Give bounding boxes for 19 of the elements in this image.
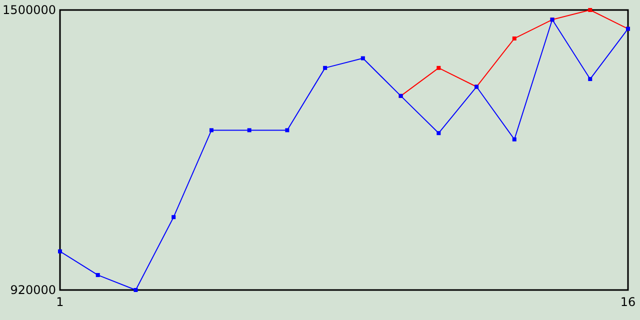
x-tick-label: 1 bbox=[56, 295, 64, 309]
point bbox=[512, 137, 516, 142]
point bbox=[209, 128, 214, 132]
point bbox=[436, 131, 441, 136]
y-tick-label: 1500000 bbox=[2, 3, 56, 18]
point bbox=[247, 128, 252, 132]
point bbox=[96, 273, 100, 278]
point bbox=[588, 77, 592, 82]
point bbox=[436, 66, 441, 70]
point bbox=[323, 66, 328, 70]
x-tick-label: 16 bbox=[620, 295, 636, 309]
y-tick-label: 920000 bbox=[10, 283, 56, 298]
point bbox=[588, 8, 592, 12]
point bbox=[285, 128, 290, 132]
point bbox=[360, 56, 365, 60]
point bbox=[58, 249, 62, 254]
point bbox=[134, 288, 138, 292]
point bbox=[172, 215, 176, 220]
point bbox=[512, 36, 516, 40]
